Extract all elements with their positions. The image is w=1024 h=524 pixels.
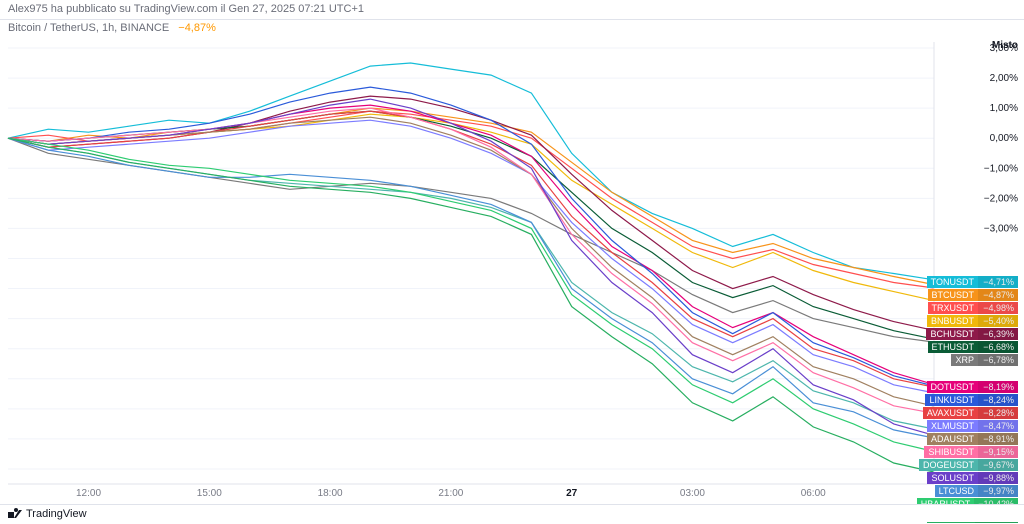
series-line-xlmusdt xyxy=(8,120,934,393)
chart-area[interactable]: 3,00%2,00%1,00%0,00%−1,00%−2,00%−3,00%−4… xyxy=(0,38,1024,488)
tradingview-logo-icon xyxy=(8,507,22,521)
x-tick-label: 03:00 xyxy=(672,488,712,499)
series-line-suiusdt xyxy=(8,138,934,472)
x-tick-label: 21:00 xyxy=(431,488,471,499)
footer-bar: TradingView xyxy=(0,504,1024,522)
series-line-dogeusdt xyxy=(8,138,934,429)
series-line-hbarusdt xyxy=(8,138,934,451)
svg-text:−1,00%: −1,00% xyxy=(984,163,1018,174)
publish-header: Alex975 ha pubblicato su TradingView.com… xyxy=(0,0,1024,20)
x-tick-label: 18:00 xyxy=(310,488,350,499)
series-line-adausdt xyxy=(8,117,934,406)
series-line-shibusdt xyxy=(8,108,934,413)
svg-text:0,00%: 0,00% xyxy=(990,133,1018,144)
series-line-solusdt xyxy=(8,99,934,435)
pair-info-bar: Bitcoin / TetherUS, 1h, BINANCE −4,87% xyxy=(0,20,1024,38)
footer-brand: TradingView xyxy=(26,508,87,520)
svg-text:1,00%: 1,00% xyxy=(990,103,1018,114)
x-tick-label: 06:00 xyxy=(793,488,833,499)
publish-text: Alex975 ha pubblicato su TradingView.com… xyxy=(8,3,364,15)
series-line-avaxusdt xyxy=(8,111,934,387)
svg-text:2,00%: 2,00% xyxy=(990,73,1018,84)
series-line-tonusdt xyxy=(8,63,934,280)
x-tick-label: 15:00 xyxy=(189,488,229,499)
x-tick-label: 27 xyxy=(552,488,592,499)
svg-text:−2,00%: −2,00% xyxy=(984,193,1018,204)
pair-label: Bitcoin / TetherUS, 1h, BINANCE xyxy=(8,22,169,34)
pair-pct-change: −4,87% xyxy=(178,22,216,34)
chart-svg: 3,00%2,00%1,00%0,00%−1,00%−2,00%−3,00%−4… xyxy=(0,38,1024,488)
x-axis: 12:00 15:00 18:00 21:00 27 03:00 06:00 xyxy=(0,488,934,504)
svg-text:Misto: Misto xyxy=(992,40,1018,51)
svg-text:−3,00%: −3,00% xyxy=(984,223,1018,234)
x-tick-label: 12:00 xyxy=(69,488,109,499)
